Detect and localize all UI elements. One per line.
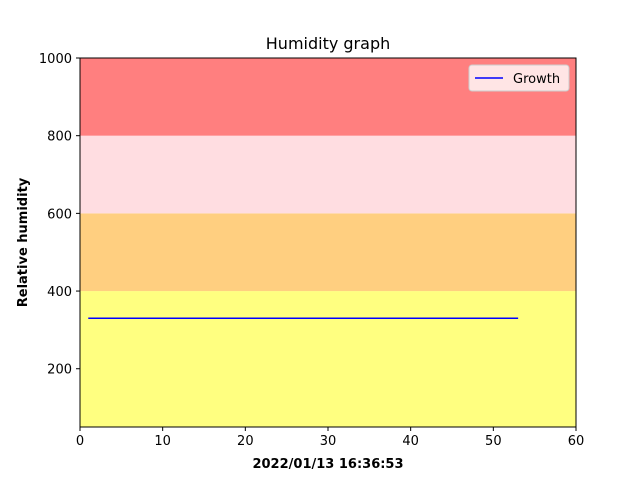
x-tick-label: 20 [237, 434, 254, 449]
humidity-band-0 [80, 291, 576, 427]
legend-box [468, 64, 570, 92]
x-axis: 0 10 20 30 40 50 60 [76, 427, 584, 449]
x-tick-label: 40 [402, 434, 419, 449]
x-tick-label: 0 [76, 434, 84, 449]
x-tick-label: 10 [154, 434, 171, 449]
humidity-band-2 [80, 135, 576, 214]
x-tick-label: 30 [320, 434, 337, 449]
y-tick-label: 800 [47, 130, 72, 145]
y-axis: 200 400 600 800 1000 [39, 52, 80, 378]
x-tick-label: 50 [485, 434, 502, 449]
x-axis-label: 2022/01/13 16:36:53 [252, 457, 403, 472]
y-tick-label: 1000 [39, 52, 72, 67]
humidity-band-1 [80, 213, 576, 292]
legend: Growth [468, 64, 570, 92]
legend-label: Growth [513, 72, 560, 87]
y-tick-label: 200 [47, 363, 72, 378]
y-tick-label: 400 [47, 285, 72, 300]
x-tick-label: 60 [568, 434, 585, 449]
y-axis-label: Relative humidity [16, 177, 31, 307]
chart-title: Humidity graph [266, 34, 390, 53]
humidity-bands [80, 58, 576, 427]
y-tick-label: 600 [47, 207, 72, 222]
